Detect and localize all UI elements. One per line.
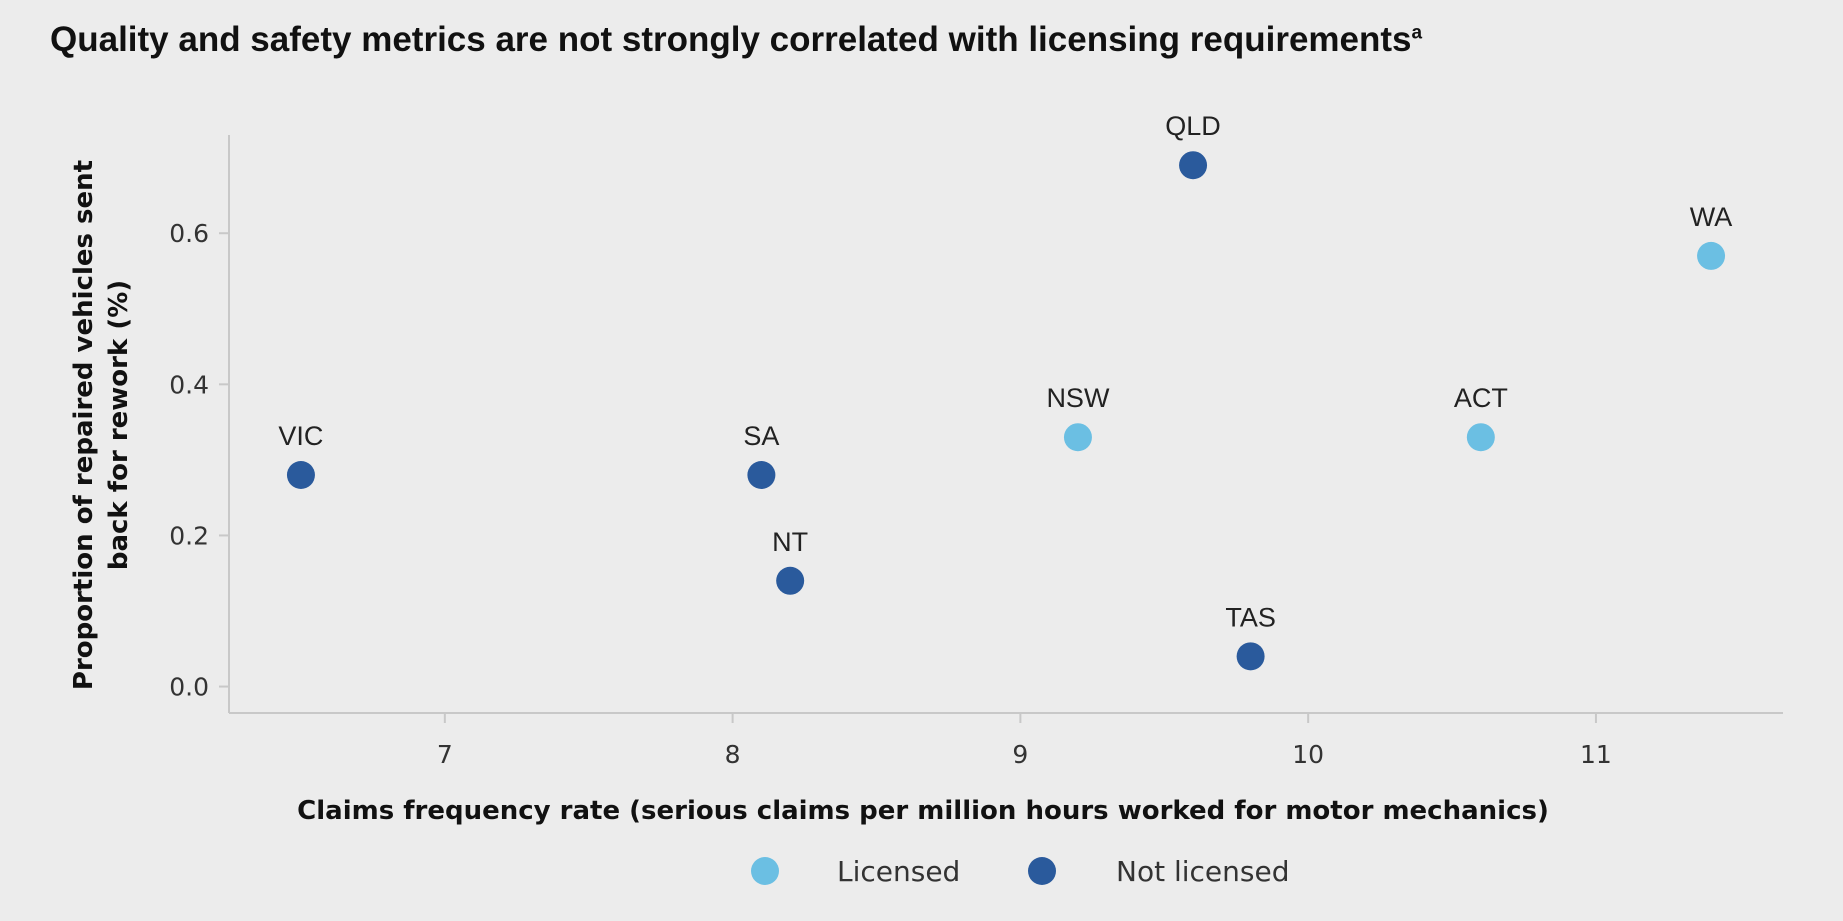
point-wa [1697,241,1726,270]
point-act [1466,423,1495,452]
y-tick-label: 0.4 [169,370,209,399]
x-tick-label: 11 [1580,740,1612,769]
chart-title: Quality and safety metrics are not stron… [50,20,1422,60]
point-label-qld: QLD [1165,111,1221,141]
data-points: VIC SA NT NSW QLD TAS ACT WA [278,111,1733,671]
legend-label-licensed: Licensed [837,855,960,888]
axes [228,135,1783,714]
chart-title-superscript: a [1411,22,1423,44]
legend-marker-licensed [751,857,779,885]
y-tick-label: 0.0 [169,673,209,702]
point-tas [1236,642,1265,671]
point-label-nt: NT [772,527,808,557]
point-vic [286,461,315,489]
x-tick-label: 8 [725,740,741,769]
point-nt [776,566,805,595]
point-label-wa: WA [1690,202,1733,232]
x-tick-label: 9 [1012,740,1028,769]
y-axis-ticks: 0.0 0.2 0.4 0.6 [169,219,229,702]
point-label-nsw: NSW [1046,383,1110,413]
point-label-act: ACT [1454,383,1508,413]
legend-marker-not-licensed [1028,857,1056,885]
x-axis-title: Claims frequency rate (serious claims pe… [297,796,1549,826]
y-axis-title-line-1: Proportion of repaired vehicles sent [69,160,99,690]
y-axis-title-line-2: back for rework (%) [104,280,134,570]
x-axis-ticks: 7 8 9 10 11 [437,713,1612,769]
chart-title-text: Quality and safety metrics are not stron… [50,20,1412,59]
point-qld [1179,151,1208,180]
point-label-sa: SA [743,421,779,451]
point-label-tas: TAS [1225,602,1276,632]
y-tick-label: 0.6 [169,219,209,248]
point-label-vic: VIC [278,421,323,451]
legend: Licensed Not licensed [751,855,1289,888]
point-sa [747,461,776,489]
point-nsw [1063,423,1092,452]
x-tick-label: 10 [1292,740,1324,769]
x-tick-label: 7 [437,740,453,769]
legend-label-not-licensed: Not licensed [1116,855,1289,888]
y-tick-label: 0.2 [169,521,209,550]
